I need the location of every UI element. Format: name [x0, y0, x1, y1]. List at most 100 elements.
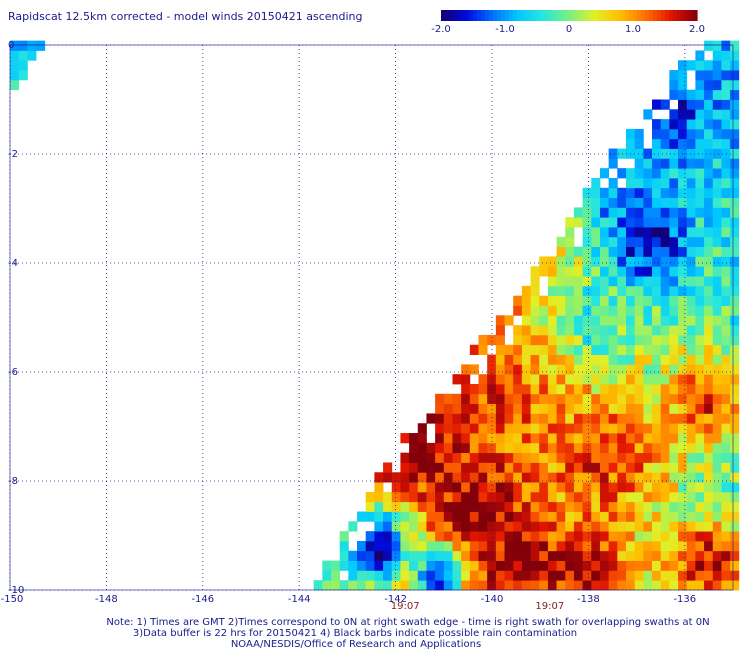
heatmap-cell: [626, 472, 636, 483]
heatmap-cell: [730, 207, 740, 218]
heatmap-cell: [634, 433, 644, 444]
heatmap-cell: [617, 413, 627, 424]
heatmap-cell: [504, 442, 514, 454]
heatmap-cell: [626, 168, 636, 179]
heatmap-cell: [487, 433, 497, 444]
heatmap-cell: [730, 227, 740, 238]
heatmap-cell: [660, 158, 670, 169]
heatmap-cell: [730, 168, 740, 179]
heatmap-cell: [686, 128, 696, 140]
heatmap-cell: [513, 462, 523, 473]
heatmap-cell: [556, 482, 566, 493]
x-axis-ticks: -150 -148 -146 -144 -142 -140 -138 -136: [1, 594, 697, 605]
heatmap-cell: [591, 482, 601, 493]
heatmap-cell: [357, 550, 367, 561]
heatmap-cell: [591, 246, 601, 257]
heatmap-cell: [461, 550, 471, 561]
colorbar-segment: [453, 10, 458, 21]
heatmap-cell: [539, 570, 549, 581]
heatmap-cell: [469, 383, 479, 395]
heatmap-cell: [521, 403, 531, 414]
heatmap-cell: [643, 276, 653, 287]
heatmap-cell: [400, 560, 410, 571]
heatmap-cell: [730, 60, 740, 71]
heatmap-cell: [634, 472, 644, 483]
heatmap-cell: [721, 295, 731, 306]
heatmap-cell: [10, 70, 20, 81]
heatmap-cell: [678, 452, 688, 463]
heatmap-cell: [608, 462, 618, 473]
heatmap-cell: [634, 305, 644, 316]
heatmap-cell: [461, 511, 471, 522]
heatmap-cell: [591, 433, 601, 444]
colorbar-segment: [605, 10, 610, 21]
heatmap-cell: [669, 266, 679, 277]
heatmap-cell: [730, 491, 740, 503]
heatmap-cell: [678, 433, 688, 444]
heatmap-cell: [730, 187, 740, 198]
heatmap-cell: [652, 482, 662, 493]
heatmap-cell: [400, 580, 410, 591]
heatmap-cell: [556, 354, 566, 365]
heatmap-cell: [556, 285, 566, 297]
heatmap-cell: [521, 393, 531, 405]
heatmap-cell: [695, 305, 705, 316]
heatmap-cell: [582, 393, 592, 405]
colorbar-segment: [577, 10, 582, 21]
heatmap-cell: [678, 99, 688, 110]
heatmap-cell: [643, 501, 653, 512]
heatmap-cell: [686, 413, 696, 424]
heatmap-cell: [469, 560, 479, 571]
heatmap-cell: [669, 403, 679, 414]
heatmap-cell: [599, 305, 610, 316]
heatmap-cell: [487, 354, 497, 365]
heatmap-cell: [599, 403, 610, 414]
heatmap-cell: [721, 433, 731, 444]
heatmap-cell: [452, 550, 462, 561]
heatmap-cell: [417, 550, 427, 561]
heatmap-cell: [573, 521, 584, 532]
heatmap-cell: [374, 580, 384, 591]
heatmap-cell: [357, 580, 367, 591]
heatmap-cell: [712, 79, 722, 91]
heatmap-cell: [556, 570, 566, 581]
heatmap-cell: [469, 452, 479, 463]
heatmap-cell: [704, 550, 714, 561]
heatmap-cell: [686, 491, 696, 503]
heatmap-cell: [721, 344, 731, 355]
heatmap-cell: [573, 433, 584, 444]
heatmap-cell: [712, 128, 722, 140]
heatmap-cell: [686, 168, 696, 179]
heatmap-cell: [660, 354, 670, 365]
heatmap-cell: [582, 413, 592, 424]
heatmap-cell: [643, 236, 653, 248]
heatmap-cell: [391, 540, 401, 552]
heatmap-cell: [652, 511, 662, 522]
colorbar-segment: [641, 10, 646, 21]
heatmap-cell: [712, 580, 722, 591]
heatmap-cell: [591, 413, 601, 424]
heatmap-cell: [660, 374, 670, 385]
heatmap-cell: [556, 295, 566, 306]
heatmap-cell: [608, 276, 618, 287]
heatmap-cell: [521, 383, 531, 395]
heatmap-cell: [669, 276, 679, 287]
plot-frame: [9, 44, 734, 591]
heatmap-cell: [695, 109, 705, 120]
heatmap-cell: [539, 325, 549, 336]
heatmap-cell: [461, 482, 471, 493]
heatmap-cell: [599, 423, 610, 434]
heatmap-cell: [348, 521, 358, 532]
heatmap-cell: [660, 423, 670, 434]
heatmap-cell: [626, 246, 636, 257]
heatmap-cell: [617, 325, 627, 336]
heatmap-cell: [652, 393, 662, 405]
heatmap-cell: [530, 403, 540, 414]
heatmap-cell: [582, 501, 592, 512]
heatmap-cell: [721, 266, 731, 277]
heatmap-cell: [478, 334, 488, 346]
heatmap-cell: [669, 472, 679, 483]
heatmap-cell: [730, 295, 740, 306]
heatmap-cell: [712, 334, 722, 346]
heatmap-cell: [374, 491, 384, 503]
